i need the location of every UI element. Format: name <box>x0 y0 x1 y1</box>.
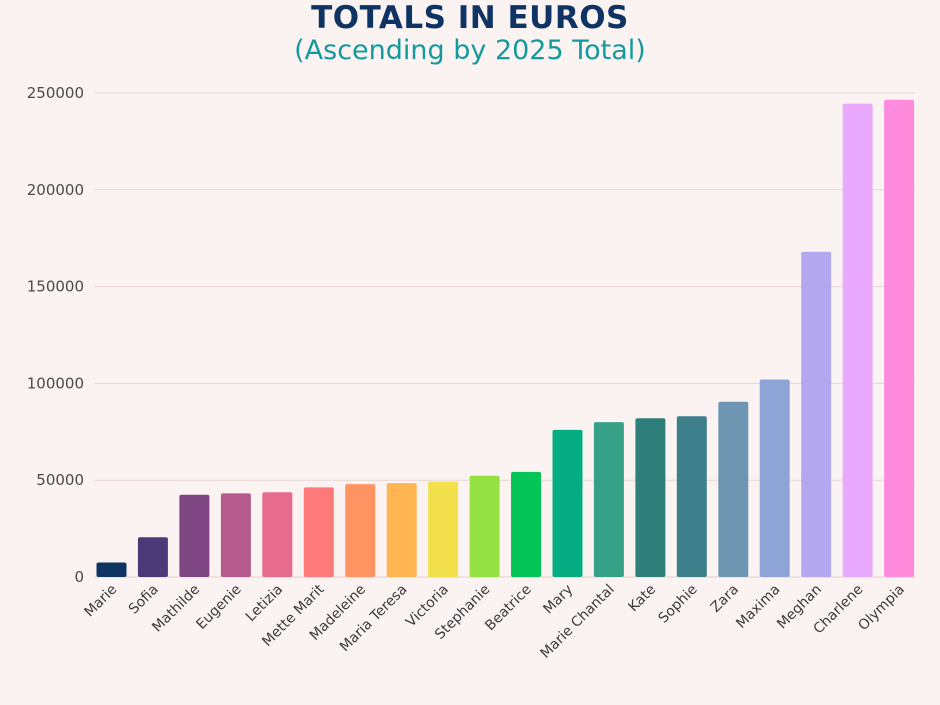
bar <box>552 429 583 577</box>
x-tick-label: Zara <box>708 582 742 616</box>
y-tick-label: 100000 <box>27 374 84 392</box>
bar <box>469 475 500 577</box>
bar <box>262 492 293 577</box>
x-tick-label: Sophie <box>656 582 701 627</box>
chart-title: TOTALS IN EUROS <box>311 0 629 36</box>
x-tick-label: Sofia <box>126 582 162 618</box>
x-tick-label: Marie Chantal <box>538 582 618 662</box>
bar <box>884 99 915 578</box>
y-tick-label: 250000 <box>27 84 84 102</box>
chart-subtitle: (Ascending by 2025 Total) <box>294 35 646 66</box>
bar <box>137 537 168 577</box>
bar <box>428 481 459 577</box>
bar <box>718 401 749 577</box>
bar <box>345 484 376 577</box>
x-tick-label: Mary <box>540 582 576 618</box>
bar <box>593 422 624 577</box>
x-tick-label: Marie <box>81 582 120 621</box>
bar <box>511 471 541 577</box>
bar <box>96 562 127 577</box>
bar <box>801 251 832 578</box>
bar <box>303 487 334 577</box>
bar <box>220 493 251 577</box>
x-tick-label: Kate <box>626 582 660 616</box>
x-tick-label: Olympia <box>855 582 907 634</box>
bar <box>386 483 417 577</box>
bar <box>179 494 210 577</box>
bar <box>676 416 707 577</box>
bar <box>759 379 790 577</box>
bar <box>635 418 666 577</box>
x-tick-label: Beatrice <box>482 582 535 635</box>
y-tick-label: 50000 <box>36 471 84 489</box>
y-tick-label: 0 <box>74 568 84 586</box>
y-tick-label: 200000 <box>27 181 84 199</box>
bar <box>842 103 873 577</box>
y-tick-label: 150000 <box>27 278 84 296</box>
x-tick-label: Eugenie <box>193 582 244 633</box>
